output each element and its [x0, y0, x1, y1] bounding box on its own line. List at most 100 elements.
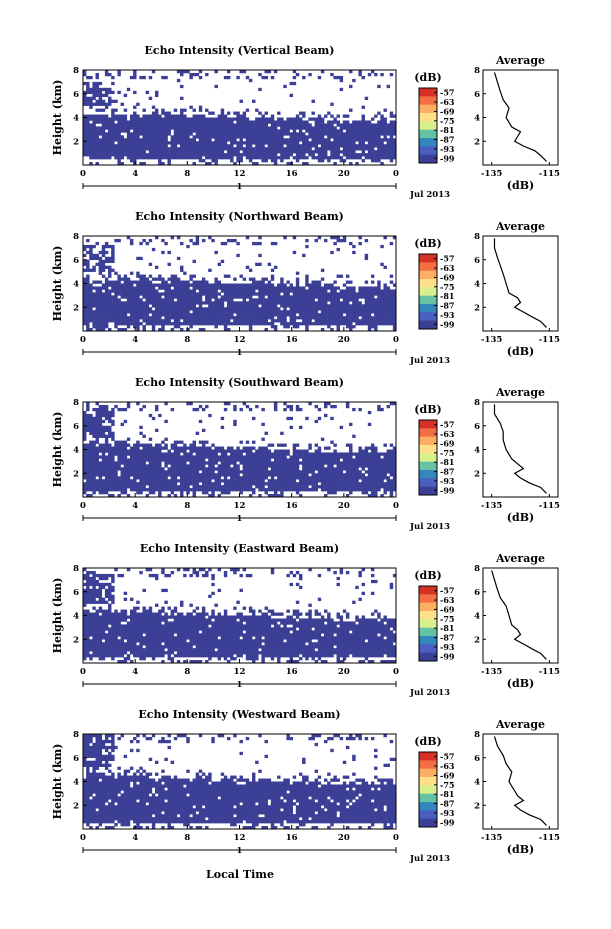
chart-panel-3: Echo Intensity (Southward Beam)Height (k…	[51, 376, 560, 532]
heatmap-cell	[349, 446, 353, 450]
heatmap-cell	[242, 277, 247, 281]
heatmap-cell	[361, 153, 365, 157]
heatmap-cell	[133, 461, 137, 465]
heatmap-cell	[205, 280, 209, 284]
heatmap-cell	[223, 283, 228, 287]
heatmap-cell	[277, 156, 281, 160]
heatmap-cell	[236, 283, 240, 287]
heatmap-cell	[104, 150, 109, 154]
heatmap-cell	[123, 153, 128, 157]
heatmap-cell	[223, 482, 228, 486]
heatmap-cell	[83, 310, 87, 314]
heatmap-cell	[145, 494, 150, 498]
heatmap-cell	[117, 452, 121, 456]
heatmap-cell	[358, 322, 362, 326]
heatmap-cell	[217, 464, 222, 468]
heatmap-cell	[195, 488, 200, 492]
heatmap-cell	[317, 120, 322, 124]
heatmap-cell	[370, 135, 375, 139]
heatmap-cell	[108, 452, 112, 456]
heatmap-cell	[324, 470, 328, 474]
heatmap-cell	[151, 461, 156, 465]
heatmap-cell	[270, 123, 275, 127]
heatmap-cell	[208, 117, 212, 121]
heatmap-cell	[280, 283, 284, 287]
heatmap-cell	[267, 141, 272, 145]
heatmap-cell	[239, 70, 243, 74]
heatmap-cell	[83, 410, 87, 415]
heatmap-cell	[201, 458, 206, 462]
colorbar-segment	[419, 312, 437, 322]
heatmap-cell	[248, 325, 253, 329]
heatmap-cell	[129, 150, 134, 154]
heatmap-cell	[264, 123, 268, 127]
heatmap-cell	[192, 476, 196, 480]
heatmap-cell	[95, 407, 99, 412]
heatmap-cell	[205, 319, 209, 323]
heatmap-cell	[302, 313, 306, 317]
heatmap-cell	[280, 485, 284, 489]
heatmap-cell	[283, 325, 287, 329]
heatmap-cell	[383, 120, 387, 124]
heatmap-cell	[214, 150, 218, 154]
heatmap-cell	[277, 144, 281, 148]
heatmap-cell	[114, 452, 118, 456]
heatmap-cell	[214, 307, 218, 311]
heatmap-cell	[217, 316, 222, 320]
heatmap-cell	[220, 425, 225, 430]
heatmap-cell	[108, 467, 112, 471]
heatmap-cell	[95, 135, 99, 139]
heatmap-cell	[123, 289, 128, 293]
heatmap-cell	[311, 488, 315, 492]
heatmap-cell	[317, 289, 322, 293]
heatmap-cell	[198, 280, 203, 284]
heatmap-cell	[198, 286, 203, 290]
heatmap-cell	[277, 120, 281, 124]
heatmap-cell	[327, 325, 331, 329]
heatmap-cell	[205, 313, 209, 317]
heatmap-cell	[352, 153, 356, 157]
heatmap-cell	[267, 295, 272, 299]
heatmap-cell	[277, 473, 281, 477]
heatmap-cell	[305, 156, 309, 160]
heatmap-cell	[311, 458, 315, 462]
heatmap-cell	[377, 313, 381, 317]
heatmap-cell	[333, 286, 337, 290]
heatmap-cell	[364, 156, 369, 160]
heatmap-cell	[151, 111, 156, 115]
heatmap-cell	[151, 129, 156, 133]
heatmap-cell	[252, 319, 256, 323]
heatmap-cell	[248, 132, 253, 136]
heatmap-cell	[148, 461, 153, 465]
heatmap-cell	[358, 120, 362, 124]
heatmap-cell	[136, 271, 140, 275]
heatmap-cell	[101, 452, 106, 456]
heatmap-cell	[95, 90, 99, 95]
heatmap-cell	[101, 310, 106, 314]
heatmap-cell	[161, 313, 165, 317]
heatmap-cell	[123, 144, 128, 148]
heatmap-cell	[248, 78, 253, 83]
heatmap-cell	[89, 129, 93, 133]
heatmap-cell	[170, 488, 175, 492]
heatmap-cell	[220, 111, 225, 115]
heatmap-cell	[330, 298, 334, 302]
heatmap-cell	[305, 307, 309, 311]
heatmap-cell	[104, 301, 109, 305]
heatmap-cell	[92, 473, 96, 477]
heatmap-cell	[345, 325, 350, 329]
heatmap-cell	[180, 123, 184, 127]
heatmap-cell	[358, 407, 362, 412]
heatmap-cell	[220, 301, 225, 305]
heatmap-cell	[336, 298, 340, 302]
heatmap-cell	[98, 256, 103, 261]
heatmap-cell	[242, 298, 247, 302]
heatmap-cell	[192, 150, 196, 154]
heatmap-cell	[170, 304, 175, 308]
heatmap-cell	[205, 461, 209, 465]
heatmap-cell	[302, 141, 306, 145]
heatmap-cell	[292, 289, 297, 293]
heatmap-cell	[86, 467, 90, 471]
heatmap-cell	[295, 280, 300, 284]
heatmap-cell	[261, 277, 265, 281]
